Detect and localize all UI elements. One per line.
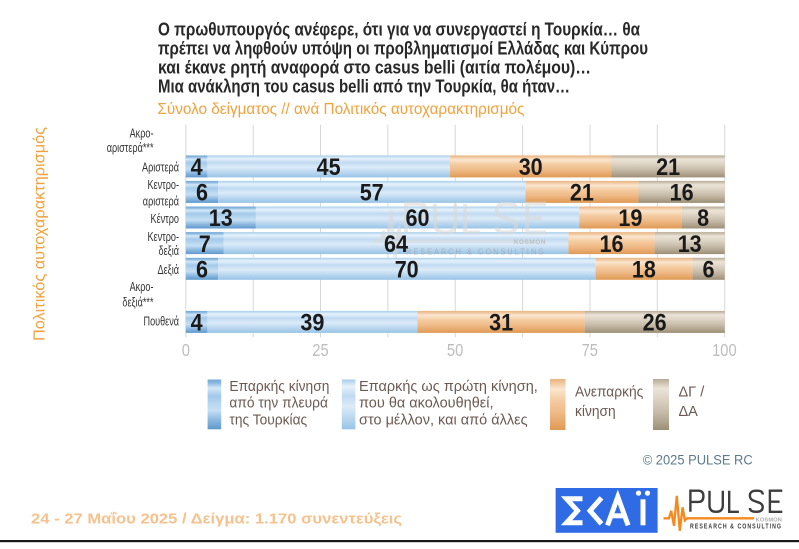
svg-text:Ανεπαρκής: Ανεπαρκής bbox=[575, 384, 643, 400]
svg-text:Πουθενά: Πουθενά bbox=[144, 314, 180, 329]
svg-text:RESEARCH & CONSULTING: RESEARCH & CONSULTING bbox=[406, 248, 546, 257]
svg-text:Σύνολο δείγματος // ανά Πολιτι: Σύνολο δείγματος // ανά Πολιτικός αυτοχα… bbox=[157, 101, 524, 118]
svg-text:δεξιά***: δεξιά*** bbox=[122, 294, 153, 309]
svg-text:19: 19 bbox=[618, 205, 642, 232]
svg-text:πρέπει να ληφθούν υπόψη οι προ: πρέπει να ληφθούν υπόψη οι προβληματισμο… bbox=[158, 39, 648, 59]
svg-text:Ο πρωθυπουργός ανέφερε, ότι γι: Ο πρωθυπουργός ανέφερε, ότι για να συνερ… bbox=[158, 20, 640, 40]
svg-text:Κεντρο-: Κεντρο- bbox=[148, 177, 180, 192]
svg-text:© 2025 PULSE RC: © 2025 PULSE RC bbox=[643, 453, 753, 468]
svg-text:7: 7 bbox=[199, 231, 211, 258]
svg-text:21: 21 bbox=[570, 180, 594, 207]
svg-text:αριστερά: αριστερά bbox=[143, 193, 180, 208]
svg-text:KOSMON: KOSMON bbox=[756, 517, 782, 523]
svg-text:60: 60 bbox=[406, 205, 430, 232]
svg-text:ΔΑ: ΔΑ bbox=[679, 404, 699, 420]
svg-text:26: 26 bbox=[643, 310, 667, 337]
svg-text:Ακρο-: Ακρο- bbox=[130, 279, 154, 294]
svg-text:31: 31 bbox=[489, 310, 513, 337]
svg-text:4: 4 bbox=[191, 154, 204, 181]
svg-text:Δεξιά: Δεξιά bbox=[158, 262, 180, 277]
svg-text:κίνηση: κίνηση bbox=[575, 404, 616, 420]
svg-text:Πολιτικός αυτοχαρακτηρισμός: Πολιτικός αυτοχαρακτηρισμός bbox=[32, 127, 49, 341]
svg-text:45: 45 bbox=[317, 154, 341, 181]
svg-text:13: 13 bbox=[678, 231, 702, 258]
svg-text:57: 57 bbox=[360, 180, 384, 207]
svg-text:8: 8 bbox=[697, 205, 709, 232]
svg-text:6: 6 bbox=[196, 257, 208, 284]
svg-text:39: 39 bbox=[300, 310, 324, 337]
svg-text:Κεντρο-: Κεντρο- bbox=[148, 229, 180, 244]
svg-text:50: 50 bbox=[447, 340, 464, 360]
svg-text:ΔΓ /: ΔΓ / bbox=[679, 384, 706, 400]
svg-text:Αριστερά: Αριστερά bbox=[142, 160, 179, 175]
svg-text:18: 18 bbox=[632, 257, 656, 284]
svg-text:Μια ανάκληση του casus belli α: Μια ανάκληση του casus belli από την Του… bbox=[158, 77, 570, 97]
svg-text:30: 30 bbox=[519, 154, 543, 181]
svg-text:RESEARCH & CONSULTING: RESEARCH & CONSULTING bbox=[690, 524, 782, 531]
svg-text:δεξιά: δεξιά bbox=[159, 243, 180, 258]
svg-text:16: 16 bbox=[600, 231, 624, 258]
svg-text:64: 64 bbox=[384, 231, 409, 258]
svg-text:100: 100 bbox=[712, 340, 737, 360]
svg-text:αριστερά***: αριστερά*** bbox=[107, 140, 154, 155]
svg-text:που θα ακολουθηθεί,: που θα ακολουθηθεί, bbox=[359, 396, 494, 412]
svg-text:Ακρο-: Ακρο- bbox=[130, 126, 154, 141]
svg-text:και έκανε ρητή αναφορά στο cas: και έκανε ρητή αναφορά στο casus belli (… bbox=[158, 58, 591, 78]
svg-text:16: 16 bbox=[670, 180, 694, 207]
svg-text:21: 21 bbox=[656, 154, 680, 181]
svg-text:της Τουρκίας: της Τουρκίας bbox=[229, 412, 307, 428]
svg-text:75: 75 bbox=[582, 340, 598, 360]
svg-text:Επαρκής κίνηση: Επαρκής κίνηση bbox=[229, 379, 329, 395]
svg-text:6: 6 bbox=[703, 257, 715, 284]
svg-text:KOSMON: KOSMON bbox=[514, 239, 546, 246]
svg-text:Κέντρο: Κέντρο bbox=[151, 211, 180, 226]
svg-text:4: 4 bbox=[191, 310, 204, 337]
svg-text:0: 0 bbox=[182, 340, 190, 360]
svg-text:από την πλευρά: από την πλευρά bbox=[229, 396, 328, 412]
svg-text:στο μέλλον, και από άλλες: στο μέλλον, και από άλλες bbox=[359, 412, 528, 428]
svg-text:13: 13 bbox=[209, 205, 233, 232]
svg-text:24 - 27 Μαΐου 2025 / Δείγμα:: 24 - 27 Μαΐου 2025 / Δείγμα: 1.170 συνεν… bbox=[31, 511, 402, 528]
svg-text:70: 70 bbox=[395, 257, 419, 284]
svg-text:25: 25 bbox=[312, 340, 328, 360]
svg-text:6: 6 bbox=[196, 180, 208, 207]
svg-text:Επαρκής ως πρώτη κίνηση,: Επαρκής ως πρώτη κίνηση, bbox=[359, 379, 538, 395]
